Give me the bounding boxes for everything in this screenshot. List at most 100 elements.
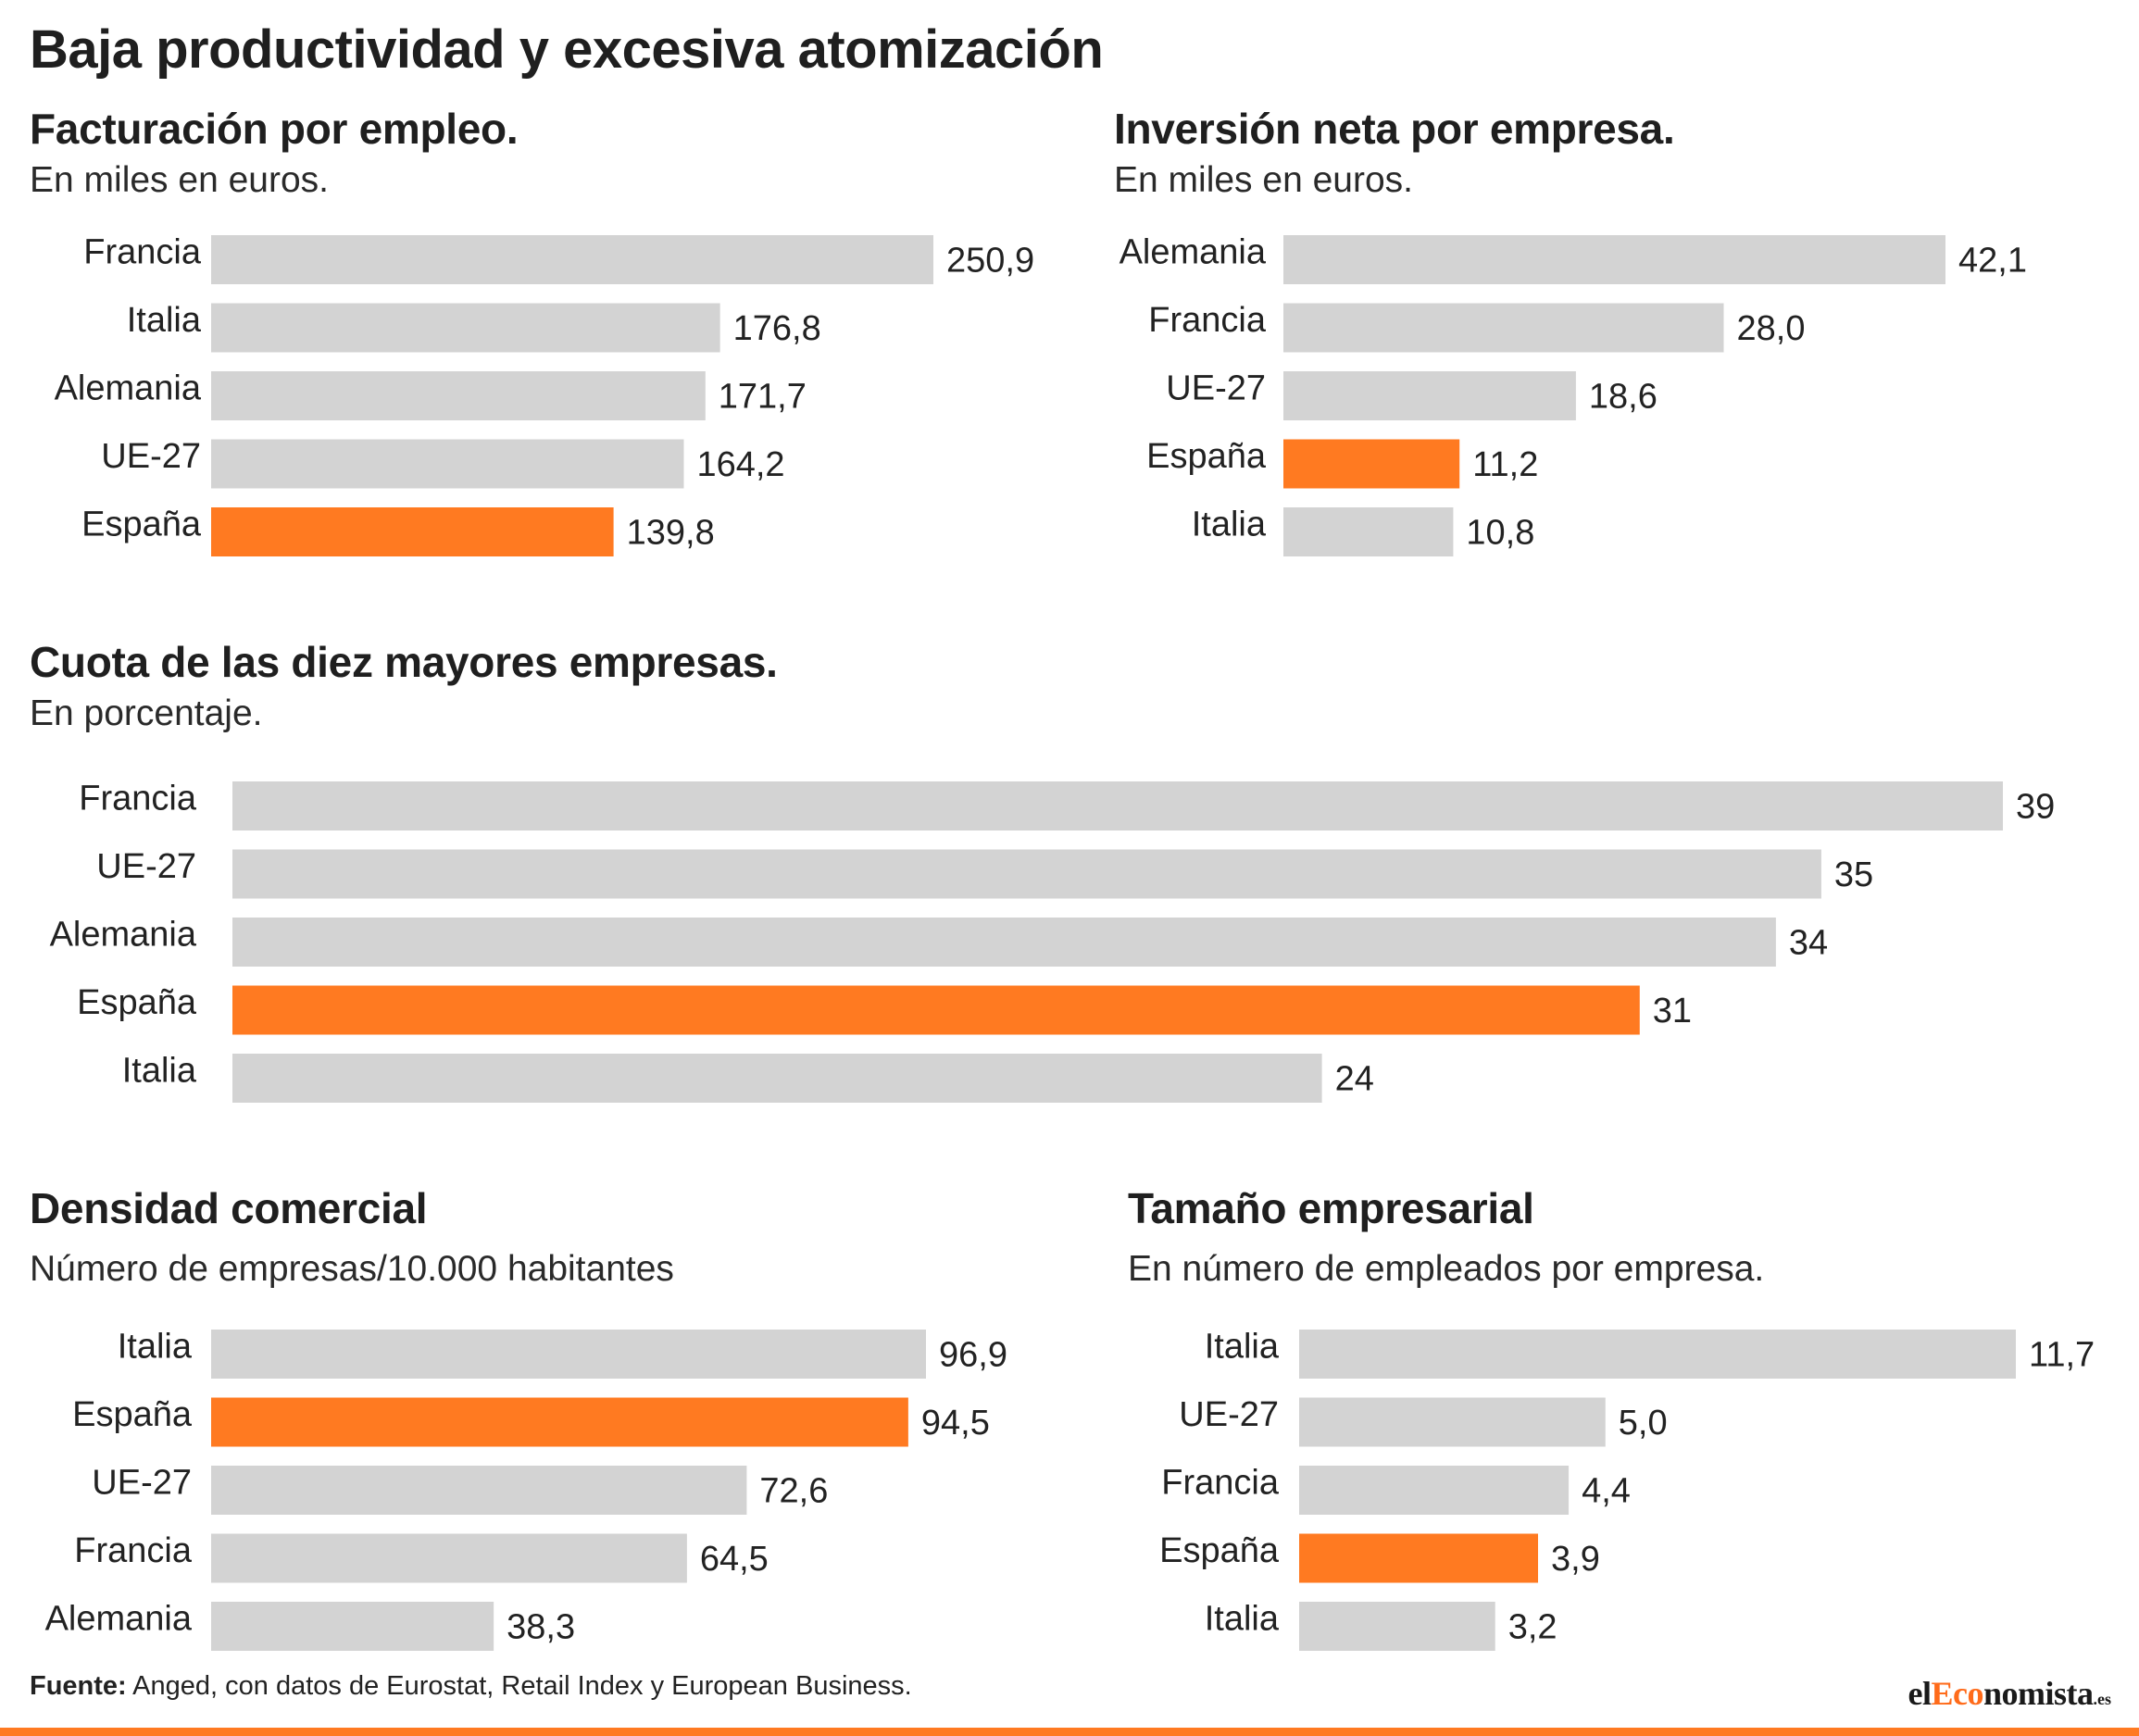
value-label: 11,2 <box>1472 445 1538 484</box>
bar <box>211 1466 747 1515</box>
value-label: 11,7 <box>2029 1336 2095 1375</box>
bar <box>211 1602 494 1651</box>
value-label: 39 <box>2016 788 2055 827</box>
panel-densidad: Densidad comercial Número de empresas/10… <box>30 1183 1048 1665</box>
bar-chart-tamano: Italia 11,7 UE-27 5,0 Francia 4,4 España 3,9 Ita… <box>1159 1328 2095 1651</box>
source-label: Fuente: <box>30 1671 127 1701</box>
bar <box>1299 1330 2016 1379</box>
category-label: UE-27 <box>1166 369 1266 408</box>
category-label: Francia <box>1161 1464 1280 1503</box>
panel-subtitle: Número de empresas/10.000 habitantes <box>30 1249 674 1289</box>
category-label: Italia <box>1205 1600 1280 1639</box>
value-label: 72,6 <box>759 1472 828 1511</box>
value-label: 64,5 <box>700 1540 769 1579</box>
panel-title: Inversión neta por empresa. <box>1114 105 1675 153</box>
value-label: 18,6 <box>1589 378 1657 417</box>
panel-tamano: Tamaño empresarial En número de empleado… <box>1128 1183 2137 1665</box>
value-label: 171,7 <box>719 378 807 417</box>
bar <box>232 849 1821 899</box>
value-label: 10,8 <box>1466 514 1534 553</box>
category-label: Alemania <box>1120 233 1267 272</box>
panel-cuota: Cuota de las diez mayores empresas. En p… <box>30 637 2122 1118</box>
bar-chart-facturacion: Francia 250,9 Italia 176,8 Alemania 171,7 UE-2… <box>55 233 1034 556</box>
panel-subtitle: En miles en euros. <box>1114 160 1413 200</box>
value-label: 42,1 <box>1958 242 2027 281</box>
value-label: 250,9 <box>946 242 1034 281</box>
bar-highlight <box>211 507 614 556</box>
bar <box>211 303 720 353</box>
category-label: España <box>81 506 202 544</box>
value-label: 3,9 <box>1551 1540 1600 1579</box>
brand-logo-part: .es <box>2093 1690 2112 1708</box>
brand-logo-part: nomista <box>1983 1675 2094 1712</box>
value-label: 4,4 <box>1582 1472 1631 1511</box>
bar <box>232 1054 1322 1103</box>
panel-subtitle: En número de empleados por empresa. <box>1128 1249 1765 1289</box>
source-note: Fuente: Anged, con datos de Eurostat, Re… <box>30 1671 912 1702</box>
panel-title: Tamaño empresarial <box>1128 1184 1534 1232</box>
source-text: Anged, con datos de Eurostat, Retail Ind… <box>126 1671 912 1701</box>
category-label: UE-27 <box>96 847 196 886</box>
value-label: 38,3 <box>507 1608 575 1647</box>
panel-facturacion: Facturación por empleo. En miles en euro… <box>30 104 1048 567</box>
bar-highlight <box>232 985 1640 1035</box>
bottom-rule <box>0 1728 2139 1736</box>
category-label: Francia <box>83 233 202 272</box>
panel-title: Cuota de las diez mayores empresas. <box>30 638 778 686</box>
category-label: España <box>1159 1531 1280 1570</box>
category-label: Italia <box>1205 1328 1280 1367</box>
bar-chart-inversion: Alemania 42,1 Francia 28,0 UE-27 18,6 España 11… <box>1120 233 2027 556</box>
bar <box>1283 371 1576 420</box>
category-label: Francia <box>1148 301 1267 340</box>
value-label: 139,8 <box>627 514 715 553</box>
value-label: 24 <box>1335 1060 1374 1099</box>
bar <box>232 918 1776 967</box>
category-label: Alemania <box>55 369 202 408</box>
category-label: UE-27 <box>101 437 201 476</box>
brand-logo: elEconomista.es <box>1908 1674 2112 1713</box>
main-title: Baja productividad y excesiva atomizació… <box>30 19 1104 80</box>
bar <box>1299 1466 1570 1515</box>
category-label: Italia <box>1192 506 1267 544</box>
value-label: 34 <box>1789 924 1828 963</box>
category-label: Alemania <box>45 1600 193 1639</box>
value-label: 5,0 <box>1619 1404 1668 1443</box>
bar <box>211 371 706 420</box>
panel-inversion: Inversión neta por empresa. En miles en … <box>1114 104 2133 567</box>
bar <box>232 781 2003 831</box>
bar <box>1299 1602 1495 1651</box>
category-label: Francia <box>79 780 197 818</box>
value-label: 3,2 <box>1508 1608 1557 1647</box>
bar <box>211 1330 926 1379</box>
value-label: 94,5 <box>921 1404 990 1443</box>
bar <box>211 235 933 284</box>
category-label: Italia <box>122 1052 197 1091</box>
value-label: 35 <box>1834 856 1873 894</box>
bar <box>1283 303 1724 353</box>
category-label: UE-27 <box>92 1464 192 1503</box>
bar <box>1283 507 1454 556</box>
value-label: 31 <box>1653 992 1692 1030</box>
category-label: UE-27 <box>1179 1395 1279 1434</box>
value-label: 96,9 <box>939 1336 1007 1375</box>
panel-subtitle: En porcentaje. <box>30 693 263 733</box>
category-label: Alemania <box>50 916 197 955</box>
category-label: España <box>1146 437 1267 476</box>
panel-title: Densidad comercial <box>30 1184 428 1232</box>
panel-title: Facturación por empleo. <box>30 105 519 153</box>
category-label: Italia <box>127 301 202 340</box>
category-label: Italia <box>118 1328 193 1367</box>
bar <box>1299 1397 1606 1447</box>
panel-subtitle: En miles en euros. <box>30 160 329 200</box>
category-label: España <box>72 1395 193 1434</box>
value-label: 176,8 <box>733 309 821 348</box>
bar-highlight <box>1299 1533 1538 1583</box>
brand-logo-part: el <box>1908 1675 1932 1712</box>
category-label: Francia <box>74 1531 193 1570</box>
bar <box>211 1533 687 1583</box>
bar-chart-densidad: Italia 96,9 España 94,5 UE-27 72,6 Francia 64,5… <box>45 1328 1007 1651</box>
bar-highlight <box>1283 439 1460 489</box>
value-label: 28,0 <box>1737 309 1806 348</box>
value-label: 164,2 <box>696 445 784 484</box>
